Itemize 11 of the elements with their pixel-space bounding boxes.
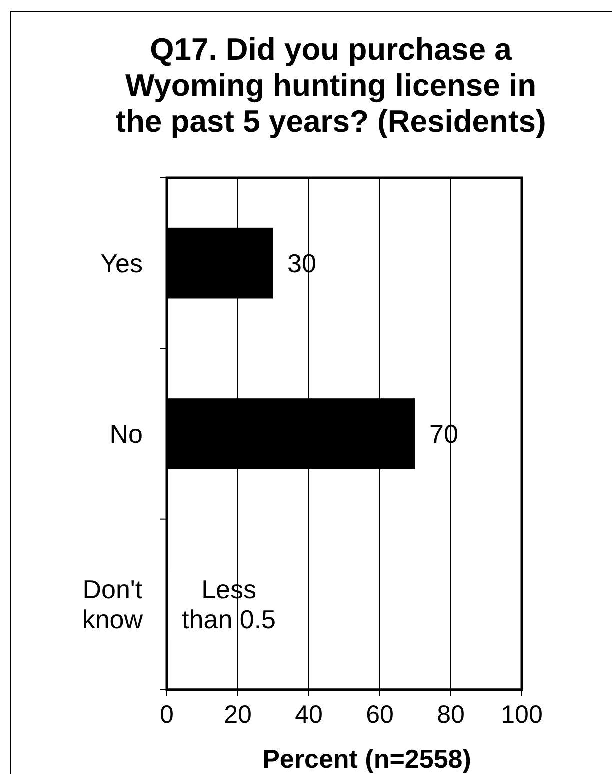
x-tick-label: 100 — [501, 700, 543, 729]
x-tick-label: 0 — [160, 700, 174, 729]
x-tick-label: 40 — [295, 700, 323, 729]
y-tick-label: No — [110, 419, 144, 449]
x-axis-title: Percent (n=2558) — [262, 744, 472, 774]
chart-title: Q17. Did you purchase a Wyoming hunting license in the past 5 years? (Residents) — [116, 32, 546, 139]
x-tick-label: 20 — [224, 700, 252, 729]
y-tick-label: Yes — [100, 248, 144, 278]
x-tick-label: 80 — [437, 700, 465, 729]
y-tick-label: Don't know — [82, 574, 144, 635]
x-tick-label: 60 — [366, 700, 394, 729]
